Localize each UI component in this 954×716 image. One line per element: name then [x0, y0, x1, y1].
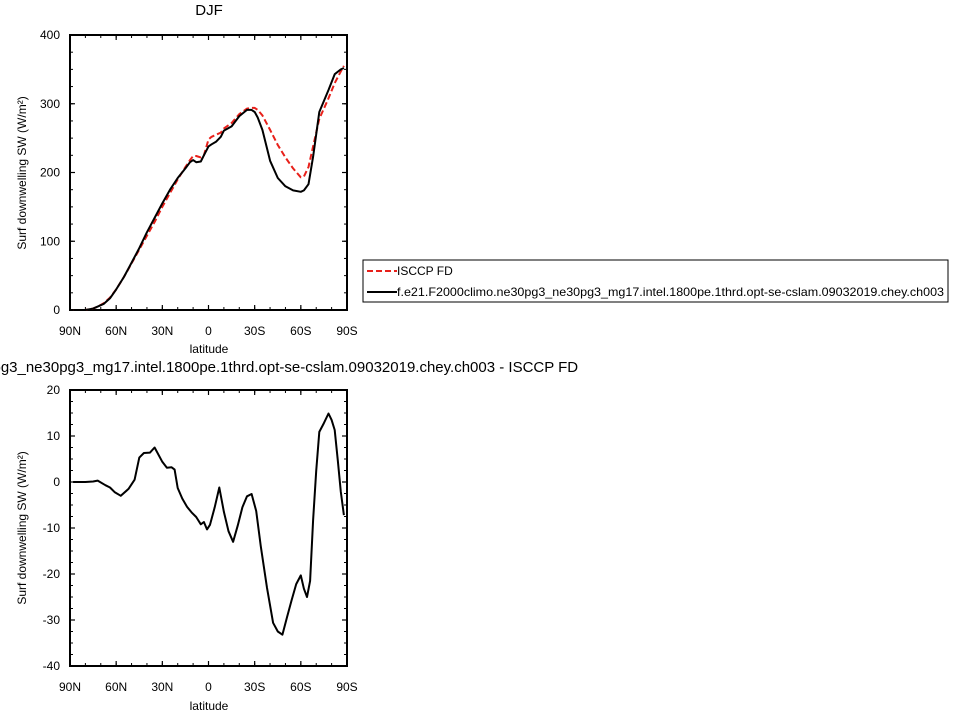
y-tick-label: 0: [53, 475, 60, 489]
top-series-line-0: [73, 65, 345, 311]
x-tick-label: 60S: [290, 324, 311, 338]
x-tick-label: 30N: [151, 324, 173, 338]
x-tick-label: 60N: [105, 324, 127, 338]
y-tick-label: 10: [47, 429, 61, 443]
bottom-x-axis-label: latitude: [190, 699, 229, 713]
y-tick-label: 20: [47, 383, 61, 397]
y-tick-label: -40: [43, 659, 61, 673]
top-y-axis-label: Surf downwelling SW (W/m²): [15, 96, 29, 249]
x-tick-label: 90N: [59, 324, 81, 338]
y-tick-label: 300: [40, 97, 60, 111]
legend-box: [362, 259, 949, 303]
y-tick-label: -30: [43, 613, 61, 627]
y-tick-label: -10: [43, 521, 61, 535]
bottom-series-line-0: [73, 412, 345, 636]
y-tick-label: 100: [40, 234, 60, 248]
top-plot: DJF 90N 60N 30N 0 30S 60S 90S 0 100 200 300 400 la…: [15, 2, 358, 356]
y-tick-label: 0: [53, 303, 60, 317]
x-tick-label: 90N: [59, 680, 81, 694]
legend: ISCCP FD f.e21.F2000climo.ne30pg3_ne30pg…: [362, 259, 949, 303]
x-tick-label: 60S: [290, 680, 311, 694]
top-chart-title: DJF: [195, 2, 223, 19]
x-tick-label: 30N: [151, 680, 173, 694]
x-tick-label: 0: [205, 680, 212, 694]
x-tick-label: 0: [205, 324, 212, 338]
x-tick-label: 30S: [244, 324, 265, 338]
x-tick-label: 30S: [244, 680, 265, 694]
x-tick-label: 60N: [105, 680, 127, 694]
bottom-chart-title: f.e21.F2000climo.ne30pg3_ne30pg3_mg17.in…: [0, 359, 578, 376]
y-tick-label: -20: [43, 567, 61, 581]
top-x-axis-label: latitude: [190, 342, 229, 356]
top-series-line-1: [73, 67, 345, 311]
x-tick-label: 90S: [336, 324, 357, 338]
bottom-y-axis-label: Surf downwelling SW (W/m²): [15, 451, 29, 604]
x-tick-label: 90S: [336, 680, 357, 694]
bottom-plot: f.e21.F2000climo.ne30pg3_ne30pg3_mg17.in…: [0, 359, 578, 713]
legend-label-model: f.e21.F2000climo.ne30pg3_ne30pg3_mg17.in…: [397, 285, 944, 299]
legend-label-isccp: ISCCP FD: [397, 264, 453, 278]
y-tick-label: 200: [40, 166, 60, 180]
y-tick-label: 400: [40, 28, 60, 42]
